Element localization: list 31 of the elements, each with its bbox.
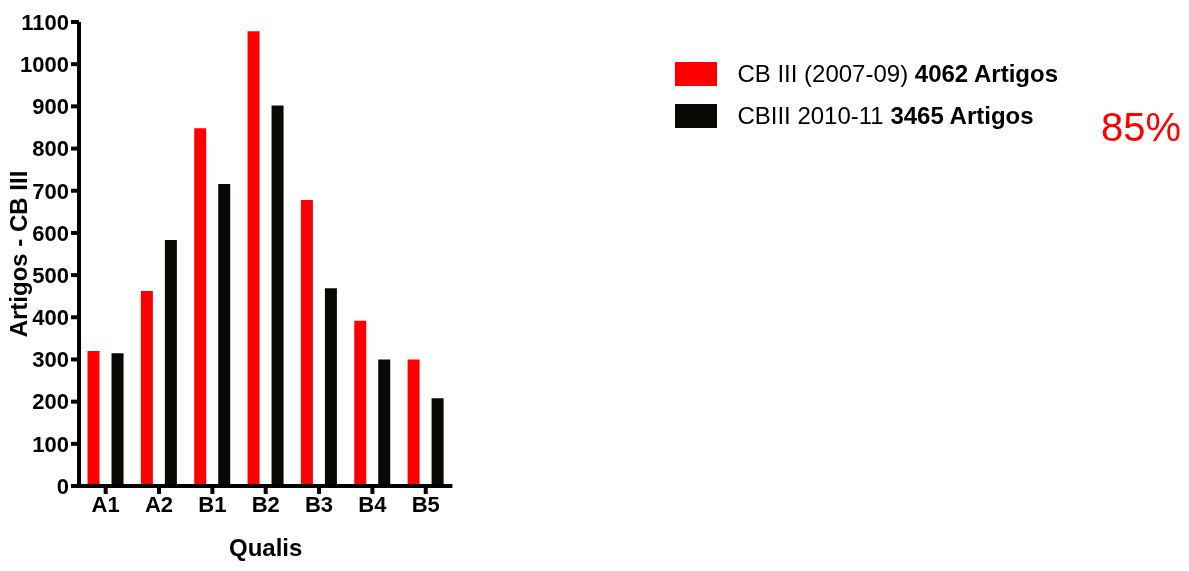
x-tick-label: A1 [91, 491, 120, 517]
y-tick-label: 400 [32, 305, 69, 331]
bar [140, 291, 153, 486]
y-axis-title: Artigos - CB III [4, 170, 32, 338]
y-tick-label: 900 [32, 94, 69, 120]
bar [87, 351, 100, 486]
x-tick-label: B1 [198, 491, 227, 517]
text: 85% [1100, 105, 1181, 150]
x-tick-label: B3 [304, 491, 334, 517]
x-tick-label: B2 [251, 491, 280, 517]
y-tick-label: 500 [32, 262, 69, 288]
legend-label: CBIII 2010-11 3465 Artigos [737, 102, 1034, 130]
x-tick-label: A2 [144, 491, 174, 517]
x-tick-label: B5 [411, 491, 440, 517]
y-tick-label: 600 [32, 220, 69, 246]
y-tick-label: 200 [32, 389, 69, 415]
x-tick-label: B4 [358, 491, 388, 517]
y-tick-label: 300 [32, 347, 69, 373]
y-tick-label: 1000 [20, 51, 69, 77]
x-axis-title: Qualis [229, 534, 303, 561]
bar [247, 31, 260, 486]
bar [194, 128, 207, 486]
y-tick-label: 100 [32, 431, 69, 457]
bar [407, 359, 420, 486]
y-tick-label: 700 [32, 178, 69, 204]
bar [354, 320, 367, 486]
legend-label: CB III (2007-09) 4062 Artigos [737, 60, 1058, 88]
y-tick-label: 1100 [21, 9, 69, 35]
bar [300, 200, 313, 486]
y-tick-label: 800 [32, 136, 69, 162]
y-tick-label: 0 [56, 473, 69, 499]
